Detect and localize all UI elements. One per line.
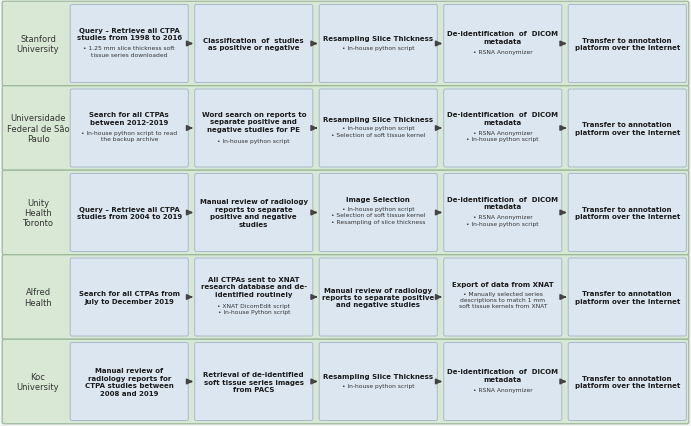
Text: Image Selection: Image Selection <box>346 197 410 203</box>
FancyBboxPatch shape <box>444 6 562 83</box>
Text: De-identification  of  DICOM
metadata: De-identification of DICOM metadata <box>447 32 558 45</box>
Text: Query – Retrieve all CTPA
studies from 1998 to 2016: Query – Retrieve all CTPA studies from 1… <box>77 28 182 41</box>
FancyBboxPatch shape <box>2 171 689 255</box>
Text: Alfred
Health: Alfred Health <box>24 288 52 307</box>
Text: All CTPAs sent to XNAT
research database and de-
identified routinely: All CTPAs sent to XNAT research database… <box>200 276 307 297</box>
Text: Manual review of radiology
reports to separate positive
and negative studies: Manual review of radiology reports to se… <box>322 287 435 308</box>
Text: • XNAT DicomEdit script
• In-house Python script: • XNAT DicomEdit script • In-house Pytho… <box>217 303 290 315</box>
FancyBboxPatch shape <box>568 90 686 167</box>
Text: • RSNA Anonymizer: • RSNA Anonymizer <box>473 387 533 392</box>
Text: • Manually selected series
descriptions to match 1 mm
soft tissue kernels from X: • Manually selected series descriptions … <box>459 291 547 308</box>
FancyBboxPatch shape <box>319 6 437 83</box>
FancyBboxPatch shape <box>70 90 189 167</box>
Text: Transfer to annotation
platform over the Internet: Transfer to annotation platform over the… <box>574 206 680 220</box>
Text: De-identification  of  DICOM
metadata: De-identification of DICOM metadata <box>447 368 558 382</box>
Text: Manual review of
radiology reports for
CTPA studies between
2008 and 2019: Manual review of radiology reports for C… <box>85 367 173 396</box>
Text: De-identification  of  DICOM
metadata: De-identification of DICOM metadata <box>447 112 558 126</box>
FancyBboxPatch shape <box>444 343 562 420</box>
FancyBboxPatch shape <box>2 86 689 171</box>
FancyBboxPatch shape <box>444 174 562 252</box>
Text: • 1.25 mm slice thickness soft
tissue series downloaded: • 1.25 mm slice thickness soft tissue se… <box>84 46 175 58</box>
Text: Manual review of radiology
reports to separate
positive and negative
studies: Manual review of radiology reports to se… <box>200 199 307 227</box>
FancyBboxPatch shape <box>319 90 437 167</box>
FancyBboxPatch shape <box>70 259 189 336</box>
Text: Export of data from XNAT: Export of data from XNAT <box>452 281 553 287</box>
Text: Universidade
Federal de São
Paulo: Universidade Federal de São Paulo <box>7 114 69 144</box>
Text: Retrieval of de-identified
soft tissue series images
from PACS: Retrieval of de-identified soft tissue s… <box>203 371 304 392</box>
FancyBboxPatch shape <box>70 343 189 420</box>
FancyBboxPatch shape <box>568 343 686 420</box>
Text: Classification  of  studies
as positive or negative: Classification of studies as positive or… <box>203 37 304 51</box>
Text: • RSNA Anonymizer
• In-house python script: • RSNA Anonymizer • In-house python scri… <box>466 215 539 226</box>
Text: De-identification  of  DICOM
metadata: De-identification of DICOM metadata <box>447 196 558 210</box>
Text: Word search on reports to
separate positive and
negative studies for PE: Word search on reports to separate posit… <box>202 111 306 132</box>
Text: • In-house python script: • In-house python script <box>342 383 415 388</box>
FancyBboxPatch shape <box>70 6 189 83</box>
FancyBboxPatch shape <box>195 6 313 83</box>
Text: • In-house python script: • In-house python script <box>218 138 290 144</box>
Text: Transfer to annotation
platform over the Internet: Transfer to annotation platform over the… <box>574 37 680 51</box>
Text: • RSNA Anonymizer: • RSNA Anonymizer <box>473 50 533 55</box>
FancyBboxPatch shape <box>195 343 313 420</box>
FancyBboxPatch shape <box>319 174 437 252</box>
Text: Resampling Slice Thickness: Resampling Slice Thickness <box>323 116 433 122</box>
FancyBboxPatch shape <box>444 90 562 167</box>
FancyBboxPatch shape <box>70 174 189 252</box>
FancyBboxPatch shape <box>195 174 313 252</box>
Text: Transfer to annotation
platform over the Internet: Transfer to annotation platform over the… <box>574 375 680 389</box>
Text: Search for all CTPAs from
July to December 2019: Search for all CTPAs from July to Decemb… <box>79 291 180 304</box>
Text: Unity
Health
Toronto: Unity Health Toronto <box>23 198 53 228</box>
Text: Transfer to annotation
platform over the Internet: Transfer to annotation platform over the… <box>574 122 680 135</box>
FancyBboxPatch shape <box>195 259 313 336</box>
FancyBboxPatch shape <box>195 90 313 167</box>
FancyBboxPatch shape <box>568 259 686 336</box>
Text: Query – Retrieve all CTPA
studies from 2004 to 2019: Query – Retrieve all CTPA studies from 2… <box>77 206 182 220</box>
Text: Search for all CTPAs
between 2012-2019: Search for all CTPAs between 2012-2019 <box>89 112 169 126</box>
Text: • RSNA Anonymizer
• In-house python script: • RSNA Anonymizer • In-house python scri… <box>466 130 539 142</box>
FancyBboxPatch shape <box>2 255 689 340</box>
Text: • In-house python script
• Selection of soft tissue kernel
• Resampling of slice: • In-house python script • Selection of … <box>331 207 426 224</box>
Text: • In-house python script
• Selection of soft tissue kernel: • In-house python script • Selection of … <box>331 126 426 137</box>
FancyBboxPatch shape <box>2 2 689 86</box>
Text: Resampling Slice Thickness: Resampling Slice Thickness <box>323 36 433 42</box>
FancyBboxPatch shape <box>444 259 562 336</box>
Text: • In-house python script: • In-house python script <box>342 46 415 51</box>
FancyBboxPatch shape <box>319 343 437 420</box>
FancyBboxPatch shape <box>319 259 437 336</box>
Text: Koc
University: Koc University <box>17 372 59 391</box>
Text: Transfer to annotation
platform over the Internet: Transfer to annotation platform over the… <box>574 291 680 304</box>
FancyBboxPatch shape <box>568 6 686 83</box>
Text: Stanford
University: Stanford University <box>17 35 59 54</box>
FancyBboxPatch shape <box>568 174 686 252</box>
FancyBboxPatch shape <box>2 340 689 424</box>
Text: • In-house python script to read
the backup archive: • In-house python script to read the bac… <box>81 130 178 142</box>
Text: Resampling Slice Thickness: Resampling Slice Thickness <box>323 373 433 379</box>
